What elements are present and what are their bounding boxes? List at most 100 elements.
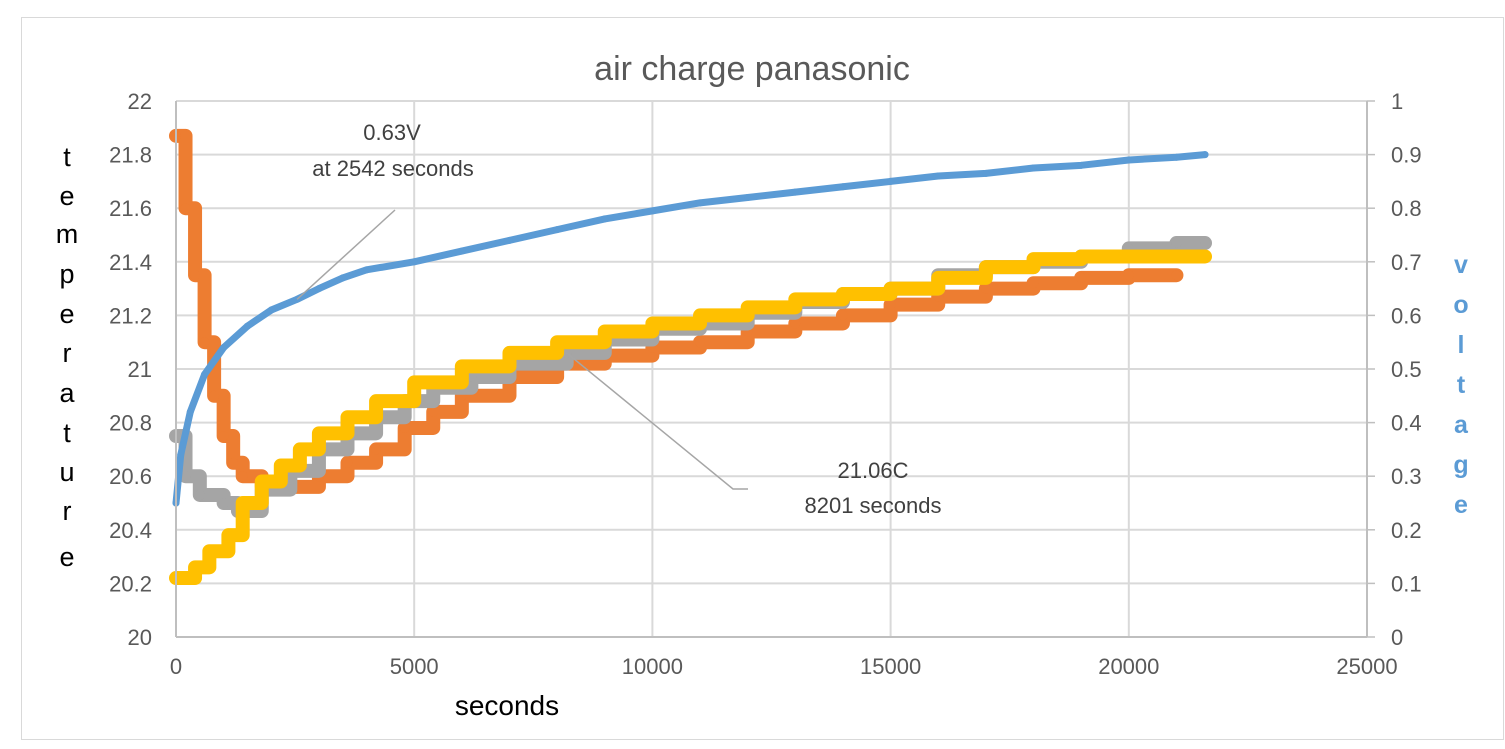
data-point [1125,156,1133,164]
data-point [1171,270,1182,281]
data-point [980,262,991,273]
y-right-label-char: a [1454,411,1469,439]
y-left-tick-label: 20.6 [109,464,152,489]
x-tick-label: 15000 [860,654,921,679]
x-tick-label: 20000 [1098,654,1159,679]
data-point [237,471,248,482]
data-point [209,390,220,401]
data-point [552,337,563,348]
data-point [553,226,561,234]
data-point [313,428,324,439]
data-point [982,169,990,177]
y-left-label-char: e [59,299,74,329]
data-point [243,322,251,330]
y-right-tick-label: 0.6 [1391,303,1422,328]
data-point [204,546,215,557]
data-point [791,188,799,196]
x-tick-label: 0 [170,654,182,679]
data-point [218,431,229,441]
data-point [410,258,418,266]
data-point [1028,254,1039,265]
x-tick-label: 25000 [1336,654,1397,679]
data-point [1172,153,1180,161]
annotation-voltage-line1: 0.63V [363,120,421,145]
y-right-label-char: e [1454,491,1468,519]
data-point [744,193,752,201]
data-point [1200,238,1211,249]
data-point [1171,251,1182,262]
y-right-label-char: l [1458,331,1465,359]
y-left-label-char: t [63,142,71,172]
data-point [742,302,753,313]
axes: 20 20.2 20.4 20.6 20.8 21 21.2 21.4 21.6 21.8 22 0 0… [109,89,1421,679]
y-right-tick-label: 1 [1391,89,1403,114]
series-group [169,128,1213,586]
data-point [1028,278,1039,289]
data-point [371,396,382,407]
y-left-tick-label: 21.8 [109,143,152,168]
data-point [790,318,801,329]
data-point [267,306,275,314]
data-point [837,288,848,299]
annotation-leader-line [566,352,748,490]
data-point [790,294,801,305]
data-point [839,183,847,191]
y-right-tick-label: 0.4 [1391,411,1422,436]
data-point [696,199,704,207]
annotation-temp-line2: 8201 seconds [805,493,942,518]
data-point [1076,272,1087,283]
data-point [223,530,234,541]
chart-title: air charge panasonic [594,50,910,88]
y-left-tick-label: 20.2 [109,571,152,596]
y-left-tick-label: 21.4 [109,250,152,275]
data-point [1200,251,1211,262]
y-left-label-char: u [59,457,74,487]
data-point [1077,161,1085,169]
data-point [934,172,942,180]
annotation-temp-line1: 21.06C [838,458,909,483]
data-point [194,489,205,500]
data-point [220,344,228,352]
data-point [648,207,656,215]
y-left-tick-label: 21 [128,357,152,382]
data-point [456,361,467,372]
data-point [228,457,239,468]
y-left-tick-label: 20.4 [109,518,152,543]
annotation-leader-line [296,209,396,300]
y-left-label-char: p [59,259,74,289]
data-point [504,347,515,358]
y-right-tick-label: 0.8 [1391,196,1422,221]
data-point [505,236,513,244]
y-right-tick-label: 0.3 [1391,464,1422,489]
data-point [180,203,191,214]
y-right-label-char: g [1453,451,1468,479]
y-right-label-char: v [1454,251,1468,279]
data-point [1123,251,1134,262]
data-point [190,562,201,573]
data-point [256,476,267,487]
x-tick-label: 10000 [622,654,683,679]
y-left-tick-label: 22 [128,89,152,114]
y-left-tick-label: 20.8 [109,411,152,436]
y-left-label-char: e [59,542,74,572]
data-point [342,412,353,423]
y-right-tick-label: 0.9 [1391,143,1422,168]
data-point [201,370,209,378]
data-point [190,270,201,281]
data-point [980,283,991,294]
y-right-tick-label: 0 [1391,625,1403,650]
data-point [1201,151,1209,159]
y-right-tick-label: 0.7 [1391,250,1422,275]
y-right-label-char: t [1457,371,1466,399]
y-right-label-char: o [1453,291,1468,319]
data-point [1123,270,1134,281]
y-left-label-char: r [63,496,72,526]
data-point [315,285,323,293]
data-point [837,310,848,321]
y-left-label-char: m [56,219,79,249]
x-tick-label: 5000 [390,654,439,679]
data-point [199,337,210,348]
y-left-label-char: e [59,181,74,211]
